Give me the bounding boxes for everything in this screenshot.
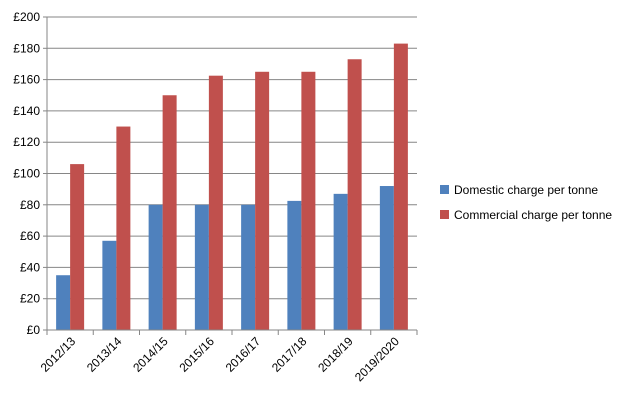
legend-label: Commercial charge per tonne [454, 208, 612, 222]
x-tick-label: 2019/2020 [352, 334, 402, 384]
domestic-bar-2016-17 [241, 204, 256, 330]
y-tick-label: £120 [13, 135, 40, 149]
commercial-bar-2016-17 [255, 71, 270, 331]
x-tick-label: 2016/17 [223, 334, 264, 375]
x-tick-label: 2013/14 [84, 334, 125, 375]
y-tick-label: £20 [20, 292, 40, 306]
commercial-bar-2014-15 [162, 95, 177, 330]
commercial-bar-2015-16 [208, 75, 223, 330]
domestic-bar-2019-2020 [379, 186, 394, 330]
y-tick-label: £0 [27, 323, 41, 337]
x-tick-label: 2012/13 [38, 334, 79, 375]
y-tick-label: £100 [13, 167, 40, 181]
legend-label: Domestic charge per tonne [454, 183, 598, 197]
y-tick-label: £80 [20, 198, 40, 212]
commercial-bar-2012-13 [70, 164, 85, 330]
x-tick-label: 2015/16 [176, 334, 217, 375]
domestic-bar-2014-15 [148, 204, 163, 330]
domestic-bar-2013-14 [102, 240, 117, 330]
legend-swatch [440, 185, 449, 194]
legend: Domestic charge per tonne Commercial char… [440, 183, 612, 222]
bars [56, 43, 408, 331]
x-axis: 2012/13 2013/14 2014/15 2015/16 2016/17 2017/… [38, 329, 418, 384]
domestic-bar-2012-13 [56, 275, 71, 330]
y-tick-label: £200 [13, 10, 40, 24]
y-tick-label: £180 [13, 41, 40, 55]
y-tick-label: £60 [20, 229, 40, 243]
y-axis: £0 £20 £40 £60 £80 £100 £120 £140 £160 £180 £200 [13, 10, 48, 337]
commercial-bar-2019-2020 [393, 43, 408, 330]
commercial-bar-2018-19 [347, 59, 362, 330]
domestic-bar-2018-19 [333, 193, 348, 330]
y-tick-label: £140 [13, 104, 40, 118]
x-tick-label: 2014/15 [130, 334, 171, 375]
legend-swatch [440, 210, 449, 219]
commercial-bar-2017-18 [301, 71, 316, 331]
x-tick-label: 2018/19 [315, 334, 356, 375]
x-tick-label: 2017/18 [269, 334, 310, 375]
domestic-bar-2015-16 [194, 204, 209, 330]
domestic-bar-2017-18 [287, 200, 302, 330]
y-tick-label: £40 [20, 260, 40, 274]
y-tick-label: £160 [13, 73, 40, 87]
commercial-bar-2013-14 [116, 126, 131, 330]
